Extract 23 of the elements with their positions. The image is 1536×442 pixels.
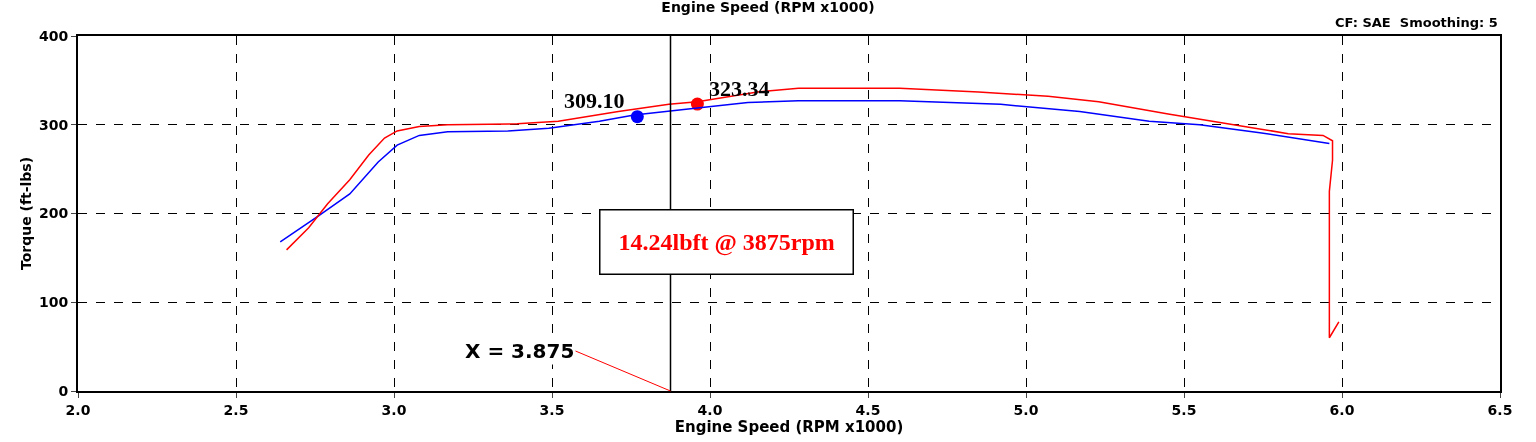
x-tick-label: 3.5: [539, 401, 565, 418]
x-tick-label: 5.0: [1013, 401, 1039, 418]
ref-line-label: X = 3.875: [465, 339, 575, 363]
x-tick-label: 3.0: [381, 401, 407, 418]
y-axis-title: Torque (ft-lbs): [18, 156, 35, 271]
x-tick-label: 4.5: [855, 401, 881, 418]
y-tick-label: 0: [58, 382, 69, 399]
y-tick-label: 400: [38, 27, 69, 44]
x-tick-label: 2.0: [65, 401, 91, 418]
annotation: 309.10: [564, 88, 625, 113]
chart-title: Engine Speed (RPM x1000): [661, 0, 875, 16]
annotation: 323.34: [709, 76, 770, 101]
x-tick-label: 4.0: [697, 401, 723, 418]
text: CF: SAE Smoothing: 5: [1335, 15, 1498, 30]
x-tick-label: 6.0: [1329, 401, 1355, 418]
y-tick-label: 300: [38, 116, 69, 133]
x-tick-label: 2.5: [223, 401, 249, 418]
x-tick-label: 6.5: [1487, 401, 1513, 418]
annotation: 14.24lbft @ 3875rpm: [618, 228, 835, 256]
y-tick-label: 100: [38, 294, 69, 311]
x-axis-title: Engine Speed (RPM x1000): [674, 417, 904, 436]
x-tick-label: 5.5: [1171, 401, 1197, 418]
y-tick-label: 200: [38, 205, 69, 222]
